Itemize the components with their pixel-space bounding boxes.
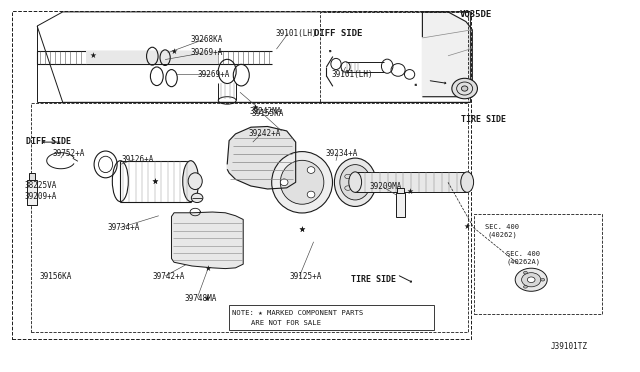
Text: 39125+A: 39125+A <box>289 272 322 280</box>
Ellipse shape <box>524 286 527 288</box>
Ellipse shape <box>340 165 371 200</box>
Text: J39101TZ: J39101TZ <box>550 342 588 351</box>
Bar <box>86 51 218 64</box>
Text: DIFF SIDE: DIFF SIDE <box>314 29 362 38</box>
Bar <box>396 193 405 217</box>
Text: ★: ★ <box>152 177 158 186</box>
Text: NOTE: ★ MARKED COMPONENT PARTS: NOTE: ★ MARKED COMPONENT PARTS <box>232 310 363 316</box>
Text: (40262A): (40262A) <box>507 259 541 265</box>
Bar <box>229 305 434 330</box>
Text: TIRE SIDE: TIRE SIDE <box>461 115 506 124</box>
Text: 39268KA: 39268KA <box>191 35 223 44</box>
Text: 39752+A: 39752+A <box>52 149 85 158</box>
Bar <box>29 173 35 180</box>
Ellipse shape <box>307 167 315 173</box>
Text: 39126+A: 39126+A <box>122 155 154 164</box>
Ellipse shape <box>188 173 202 190</box>
Text: ★: ★ <box>299 225 305 234</box>
Ellipse shape <box>280 160 324 204</box>
Ellipse shape <box>527 277 535 283</box>
Text: 39156KA: 39156KA <box>40 272 72 280</box>
Text: ★: ★ <box>204 294 211 303</box>
Text: ★: ★ <box>406 187 413 196</box>
Text: 39155KA: 39155KA <box>252 109 284 118</box>
Text: SEC. 400: SEC. 400 <box>485 224 519 230</box>
Text: ★: ★ <box>90 51 96 60</box>
Text: 39242MA: 39242MA <box>250 107 282 116</box>
Text: ★: ★ <box>171 47 177 56</box>
Bar <box>12 11 471 339</box>
Bar <box>355 172 467 192</box>
Polygon shape <box>172 212 243 269</box>
Text: 39269+A: 39269+A <box>197 70 230 79</box>
Bar <box>320 12 468 102</box>
Bar <box>474 214 602 314</box>
Text: DIFF SIDE: DIFF SIDE <box>26 137 70 146</box>
Polygon shape <box>422 12 472 97</box>
Ellipse shape <box>524 271 527 274</box>
Ellipse shape <box>522 273 541 287</box>
Text: ★: ★ <box>152 177 158 186</box>
Text: TIRE SIDE: TIRE SIDE <box>351 275 396 284</box>
Text: 39734+A: 39734+A <box>108 223 140 232</box>
Ellipse shape <box>307 191 315 198</box>
Ellipse shape <box>461 86 468 91</box>
Text: ARE NOT FOR SALE: ARE NOT FOR SALE <box>251 320 321 326</box>
Bar <box>397 188 404 193</box>
Text: VQ35DE: VQ35DE <box>460 10 492 19</box>
Text: (40262): (40262) <box>488 232 517 238</box>
Ellipse shape <box>191 193 203 202</box>
Ellipse shape <box>515 268 547 291</box>
Ellipse shape <box>452 78 477 99</box>
Bar <box>27 180 37 205</box>
Ellipse shape <box>335 158 376 206</box>
Text: ★: ★ <box>252 103 258 112</box>
Text: 39209+A: 39209+A <box>24 192 57 201</box>
Text: 39269+A: 39269+A <box>191 48 223 57</box>
Text: ★: ★ <box>205 264 211 273</box>
Text: 39209MA: 39209MA <box>370 182 403 191</box>
Text: ★: ★ <box>464 222 470 231</box>
Text: 39742+A: 39742+A <box>152 272 185 280</box>
Text: 39234+A: 39234+A <box>325 149 358 158</box>
Text: 38225VA: 38225VA <box>24 181 57 190</box>
Ellipse shape <box>349 172 362 192</box>
Bar <box>31 103 468 332</box>
Ellipse shape <box>541 278 545 281</box>
Text: SEC. 400: SEC. 400 <box>506 251 540 257</box>
Text: 39101(LH): 39101(LH) <box>332 70 373 79</box>
Text: ★: ★ <box>299 225 305 234</box>
Text: 39101(LH): 39101(LH) <box>275 29 317 38</box>
Ellipse shape <box>461 172 474 192</box>
Ellipse shape <box>280 179 288 186</box>
Text: 39748MA: 39748MA <box>184 294 217 303</box>
Text: 39242+A: 39242+A <box>248 129 281 138</box>
Ellipse shape <box>272 152 333 213</box>
Ellipse shape <box>183 161 198 202</box>
Polygon shape <box>227 126 296 189</box>
